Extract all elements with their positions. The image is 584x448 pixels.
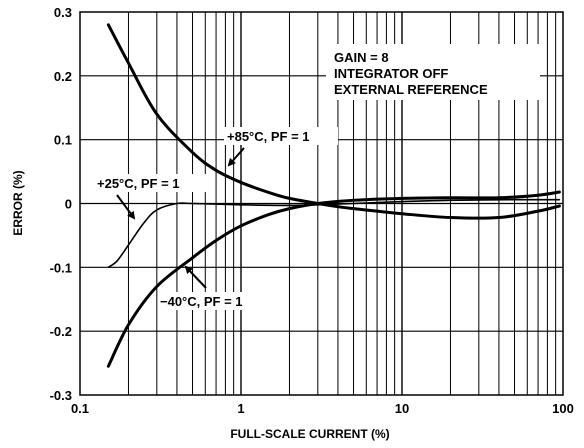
- annotation-arrow: [116, 194, 136, 220]
- y-tick-labels: 0.3 0.2 0.1 0 -0.1 -0.2 -0.3: [50, 5, 72, 403]
- info-box-line: INTEGRATOR OFF: [334, 66, 448, 81]
- x-tick-label: 1: [237, 401, 244, 416]
- y-tick-label: -0.1: [50, 260, 72, 275]
- x-tick-label: 10: [395, 401, 409, 416]
- annotation-minus40c: −40°C, PF = 1: [158, 265, 264, 310]
- x-tick-label: 0.1: [71, 401, 89, 416]
- annotation-background: [94, 174, 206, 192]
- x-axis-title: FULL-SCALE CURRENT (%): [230, 427, 389, 441]
- info-box: GAIN = 8 INTEGRATOR OFF EXTERNAL REFEREN…: [326, 44, 540, 100]
- annotation-25c: +25°C, PF = 1: [94, 174, 206, 220]
- annotation-arrow: [184, 265, 207, 289]
- annotation-text: −40°C, PF = 1: [160, 294, 243, 309]
- x-tick-label: 100: [552, 401, 574, 416]
- y-tick-label: 0: [65, 197, 72, 212]
- y-tick-label: 0.2: [54, 69, 72, 84]
- curve-25c: [107, 198, 561, 269]
- info-box-line: GAIN = 8: [334, 50, 389, 65]
- annotation-text: +25°C, PF = 1: [97, 176, 180, 191]
- info-box-line: EXTERNAL REFERENCE: [334, 82, 488, 97]
- y-axis-title: ERROR (%): [11, 170, 25, 235]
- annotation-background: [224, 127, 338, 145]
- plot-frame: [79, 11, 564, 396]
- y-tick-label: -0.3: [50, 388, 72, 403]
- annotation-background: [158, 292, 264, 310]
- curve-minus40c: [106, 190, 561, 368]
- annotation-text: +85°C, PF = 1: [227, 129, 310, 144]
- y-tick-label: 0.1: [54, 133, 72, 148]
- info-box-background: [326, 44, 540, 100]
- y-tick-label: -0.2: [50, 324, 72, 339]
- annotation-arrow: [227, 147, 245, 167]
- curves: [106, 23, 561, 368]
- x-tick-labels: 0.1 1 10 100: [71, 401, 574, 416]
- y-tick-label: 0.3: [54, 5, 72, 20]
- annotation-85c: +85°C, PF = 1: [224, 127, 338, 167]
